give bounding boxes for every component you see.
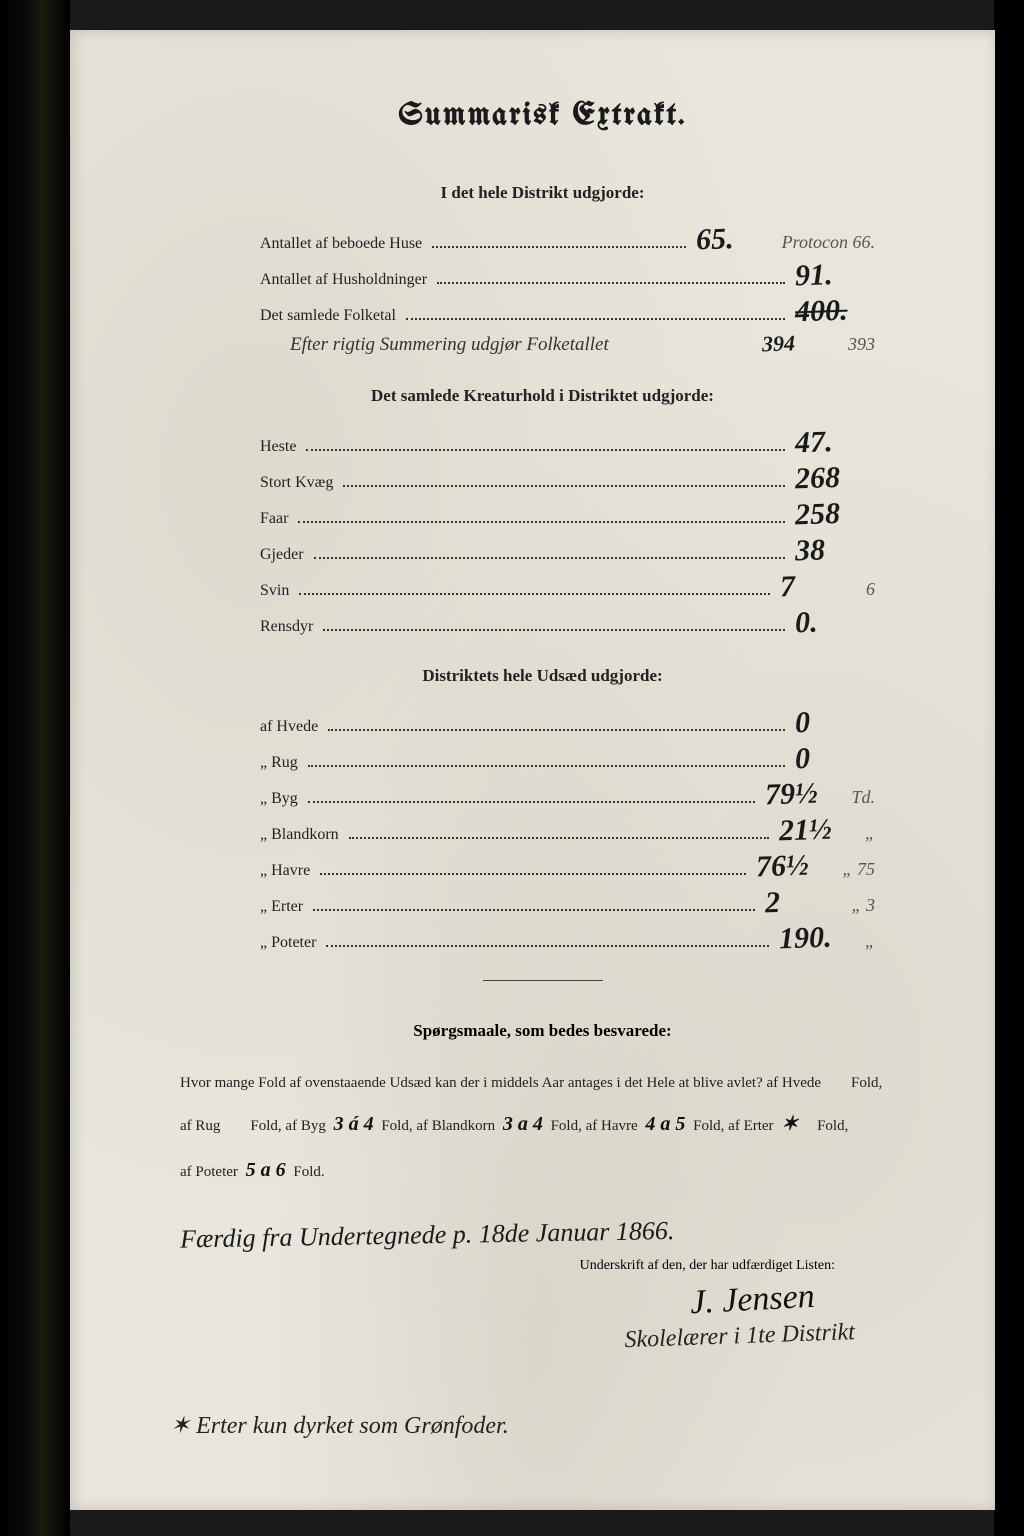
certification-line: Færdig fra Undertegnede p. 18de Januar 1… bbox=[180, 1211, 935, 1254]
value-hw-struck: 400. bbox=[795, 296, 876, 326]
value-hw: 65. bbox=[695, 224, 776, 254]
q-pot: af Poteter bbox=[180, 1164, 238, 1180]
row-houses: Antallet af beboede Huse 65. Protocon 66… bbox=[150, 225, 935, 253]
fill-byg: 3 á 4 bbox=[330, 1113, 378, 1135]
row-correction: Efter rigtig Summering udgjør Folketalle… bbox=[150, 333, 935, 356]
label: „ Poteter bbox=[260, 934, 316, 952]
section3-heading: Distriktets hele Udsæd udgjorde: bbox=[150, 666, 935, 686]
row-horses: Heste 47. bbox=[150, 428, 935, 456]
label: „ Rug bbox=[260, 754, 298, 772]
label: Gjeder bbox=[260, 546, 304, 564]
questions-heading: Spørgsmaale, som bedes besvarede: bbox=[150, 1021, 935, 1041]
row-households: Antallet af Husholdninger 91. bbox=[150, 261, 935, 289]
row-barley: „ Byg 79½ Td. bbox=[150, 780, 935, 808]
value-hw: 2 bbox=[765, 887, 846, 917]
q-erter: Fold, af Erter bbox=[693, 1118, 773, 1134]
value-hw: 190. bbox=[779, 923, 860, 953]
value-hw: 0. bbox=[795, 607, 876, 637]
note-hw: Td. bbox=[851, 787, 875, 808]
label: Faar bbox=[260, 510, 288, 528]
right-edge bbox=[994, 0, 1024, 1536]
note-hw: 6 bbox=[866, 579, 875, 600]
value-hw: 0 bbox=[795, 707, 876, 737]
label: af Hvede bbox=[260, 718, 318, 736]
section1-heading: I det hele Distrikt udgjorde: bbox=[150, 183, 935, 203]
note-hw: „ bbox=[865, 823, 875, 844]
fill-pot: 5 a 6 bbox=[242, 1159, 290, 1181]
fill-erter: ✶ bbox=[777, 1113, 802, 1135]
page-title: Summarisk Extrakt. bbox=[150, 100, 935, 133]
label: „ Byg bbox=[260, 790, 298, 808]
leader-dots bbox=[406, 318, 785, 320]
fill-havre: 4 a 5 bbox=[641, 1113, 689, 1135]
label: „ Blandkorn bbox=[260, 826, 339, 844]
fill-bland: 3 a 4 bbox=[499, 1113, 547, 1135]
q-end: Fold. bbox=[293, 1164, 324, 1180]
label: Antallet af beboede Huse bbox=[260, 235, 422, 253]
value-hw: 47. bbox=[795, 427, 876, 457]
label: Antallet af Husholdninger bbox=[260, 271, 427, 289]
book-binding bbox=[0, 0, 70, 1536]
label: Svin bbox=[260, 582, 289, 600]
section2-heading: Det samlede Kreaturhold i Distriktet udg… bbox=[150, 386, 935, 406]
row-oats: „ Havre 76½ „ 75 bbox=[150, 852, 935, 880]
correction-text: Efter rigtig Summering udgjør Folketalle… bbox=[290, 334, 609, 356]
label: „ Havre bbox=[260, 862, 310, 880]
row-mixed: „ Blandkorn 21½ „ bbox=[150, 816, 935, 844]
value-hw: 76½ bbox=[756, 851, 837, 881]
row-population: Det samlede Folketal 400. bbox=[150, 297, 935, 325]
correction-note: 393 bbox=[848, 334, 875, 355]
row-swine: Svin 7 6 bbox=[150, 572, 935, 600]
value-hw: 38 bbox=[795, 535, 876, 565]
label: Rensdyr bbox=[260, 618, 313, 636]
label: Stort Kvæg bbox=[260, 474, 333, 492]
q-fold: Fold, bbox=[851, 1075, 882, 1091]
label: „ Erter bbox=[260, 898, 303, 916]
row-rye: „ Rug 0 bbox=[150, 744, 935, 772]
label: Det samlede Folketal bbox=[260, 307, 396, 325]
row-reindeer: Rensdyr 0. bbox=[150, 608, 935, 636]
note-hw: „ 3 bbox=[851, 895, 875, 916]
value-hw: 0 bbox=[795, 743, 876, 773]
row-potatoes: „ Poteter 190. „ bbox=[150, 924, 935, 952]
value-hw: 91. bbox=[795, 260, 876, 290]
leader-dots bbox=[432, 246, 686, 248]
signature-label: Underskrift af den, der har udfærdiget L… bbox=[150, 1258, 935, 1274]
note-hw: Protocon 66. bbox=[782, 232, 875, 253]
q-rug: af Rug bbox=[180, 1118, 220, 1134]
value-hw: 258 bbox=[795, 499, 876, 529]
value-hw: 268 bbox=[795, 463, 876, 493]
row-wheat: af Hvede 0 bbox=[150, 708, 935, 736]
row-cattle: Stort Kvæg 268 bbox=[150, 464, 935, 492]
row-goats: Gjeder 38 bbox=[150, 536, 935, 564]
q-fold2: Fold, bbox=[817, 1118, 848, 1134]
leader-dots bbox=[437, 282, 785, 284]
q-byg: Fold, af Byg bbox=[250, 1118, 325, 1134]
value-hw: 21½ bbox=[779, 815, 860, 845]
row-peas: „ Erter 2 „ 3 bbox=[150, 888, 935, 916]
note-hw: „ 75 bbox=[842, 859, 875, 880]
label: Heste bbox=[260, 438, 296, 456]
q-text: Hvor mange Fold af ovenstaaende Udsæd ka… bbox=[180, 1075, 821, 1091]
row-sheep: Faar 258 bbox=[150, 500, 935, 528]
divider-rule bbox=[483, 980, 603, 981]
correction-value: 394 bbox=[762, 332, 843, 355]
note-hw: „ bbox=[865, 931, 875, 952]
q-bland: Fold, af Blandkorn bbox=[381, 1118, 495, 1134]
document-page: Summarisk Extrakt. I det hele Distrikt u… bbox=[70, 30, 995, 1510]
footnote: ✶ Erter kun dyrket som Grønfoder. bbox=[170, 1411, 509, 1440]
questions-body: Hvor mange Fold af ovenstaaende Udsæd ka… bbox=[150, 1066, 935, 1193]
value-hw: 7 bbox=[780, 571, 861, 601]
value-hw: 79½ bbox=[765, 779, 846, 809]
q-havre: Fold, af Havre bbox=[551, 1118, 638, 1134]
